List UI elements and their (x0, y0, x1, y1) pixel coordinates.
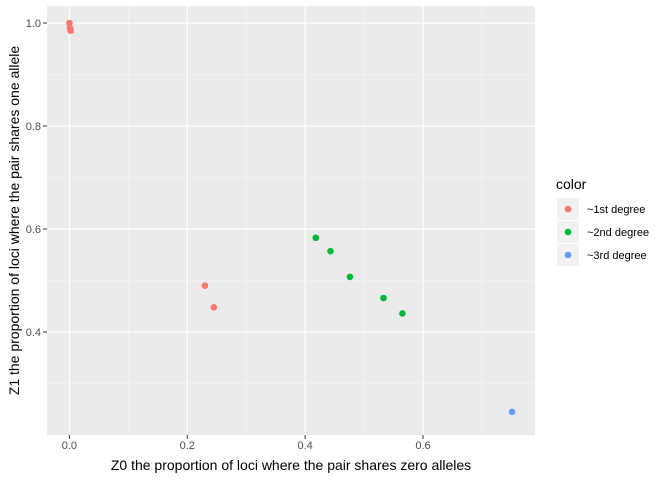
data-point (346, 273, 354, 281)
y-axis-title: Z1 the proportion of loci where the pair… (6, 46, 22, 396)
legend-label: ~2nd degree (587, 227, 649, 239)
minor-gridlines (47, 6, 535, 435)
legend-key-point (564, 205, 572, 213)
data-point (210, 303, 218, 311)
legend-key-point (564, 251, 572, 259)
legend-key-point (564, 228, 572, 236)
y-tick-label: 1.0 (26, 18, 41, 30)
x-tick-label: 0.4 (297, 440, 312, 452)
data-point (312, 234, 320, 242)
data-point (66, 19, 73, 27)
data-point (67, 27, 74, 35)
data-point (508, 408, 516, 416)
data-point (201, 282, 209, 289)
major-gridlines (47, 6, 535, 435)
y-tick-label: 0.8 (26, 121, 41, 133)
data-point (380, 294, 387, 302)
data-point (399, 310, 406, 317)
legend-title: color (556, 176, 587, 192)
x-tick-label: 0.0 (62, 440, 77, 452)
plot-panel (47, 6, 535, 435)
x-tick-label: 0.2 (180, 440, 195, 452)
data-point (327, 247, 334, 255)
y-tick-label: 0.4 (26, 327, 41, 339)
x-axis: 0.0 0.2 0.4 0.6 (62, 435, 431, 452)
x-axis-title: Z0 the proportion of loci where the pair… (111, 457, 471, 473)
x-tick-label: 0.6 (415, 440, 430, 452)
y-tick-label: 0.6 (26, 224, 41, 236)
legend: color ~1st degree ~2nd degree ~3rd degree (556, 176, 649, 266)
y-axis: 0.4 0.6 0.8 1.0 (26, 18, 47, 339)
legend-label: ~3rd degree (587, 250, 647, 262)
legend-label: ~1st degree (587, 204, 645, 216)
data-points (66, 19, 516, 416)
